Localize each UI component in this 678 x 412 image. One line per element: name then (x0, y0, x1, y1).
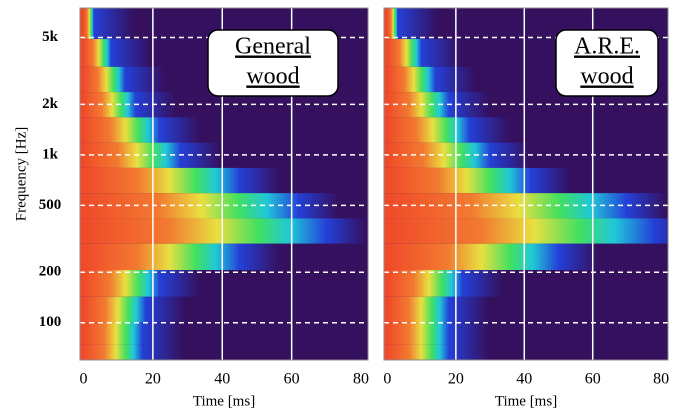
annotation-text: wood (246, 64, 299, 90)
x-tick-label: 40 (516, 371, 532, 388)
spectrogram-row (80, 167, 240, 194)
spectrogram-tail (145, 296, 368, 323)
annotation-box (555, 29, 659, 97)
x-tick-label: 80 (353, 371, 369, 388)
spectrogram-row (384, 296, 450, 323)
spectrogram-row (80, 344, 143, 360)
spectrogram-tail (142, 344, 368, 360)
x-tick-label: 0 (383, 371, 391, 388)
y-tick-label: 500 (39, 197, 62, 213)
y-tick-label: 2k (42, 96, 59, 112)
spectrogram-tail (449, 296, 668, 323)
spectrogram-row (80, 39, 112, 67)
annotation-box (207, 29, 339, 97)
spectrogram-tail (449, 322, 668, 345)
spectrogram-row (80, 322, 143, 345)
spectrogram-row (80, 218, 327, 244)
spectrogram-tail (462, 270, 668, 297)
annotation-text: General (235, 34, 311, 60)
plot-frame (79, 7, 369, 361)
spectrogram-tail (142, 322, 368, 345)
spectrogram-tail (490, 142, 668, 168)
y-tick-label: 1k (42, 146, 59, 162)
spectrogram-row (384, 167, 532, 194)
spectrogram-row (384, 66, 436, 93)
spectrogram-tail (449, 344, 668, 360)
spectrogram-row (384, 218, 655, 244)
spectrogram-row (384, 8, 398, 40)
spectrogram-row (384, 142, 491, 168)
x-tick-label: 40 (214, 371, 230, 388)
y-tick-label: 5k (42, 29, 59, 45)
spectrogram-tail (558, 243, 668, 271)
spectrogram-tail (159, 270, 368, 297)
spectrogram-tail (239, 167, 368, 194)
spectrogram-tail (531, 167, 668, 194)
y-tick-label: 200 (39, 264, 62, 280)
plot-frame (383, 7, 669, 361)
x-tick-label: 20 (448, 371, 464, 388)
spectrogram-row (80, 8, 94, 40)
spectrogram-tail (654, 218, 668, 244)
spectrogram-row (384, 117, 470, 143)
spectrogram-tail (469, 117, 668, 143)
x-tick-label: 60 (585, 371, 601, 388)
annotation-text: wood (580, 64, 633, 90)
spectrogram-row (384, 344, 450, 360)
x-tick-label: 0 (79, 371, 87, 388)
x-tick-label: 80 (653, 371, 669, 388)
x-tick-label: 20 (145, 371, 161, 388)
spectrogram-tail (326, 218, 368, 244)
spectrogram-row (80, 243, 240, 271)
spectrogram-row (384, 39, 422, 67)
x-tick-label: 60 (284, 371, 300, 388)
spectrogram-tail (239, 243, 368, 271)
spectrogram-row (384, 243, 559, 271)
annotation-text: A.R.E. (574, 34, 640, 60)
spectrogram-row (384, 270, 463, 297)
x-axis-label: Time [ms] (193, 393, 255, 409)
y-axis-label: Frequency [Hz] (13, 127, 29, 222)
spectrogram-row (384, 322, 450, 345)
spectrogram-row (80, 270, 160, 297)
spectrogram-row (80, 117, 160, 143)
spectrogram-row (80, 296, 146, 323)
spectrogram-tail (159, 117, 368, 143)
x-axis-label: Time [ms] (495, 393, 557, 409)
spectrogram-row (80, 66, 126, 93)
y-tick-label: 100 (39, 314, 62, 330)
